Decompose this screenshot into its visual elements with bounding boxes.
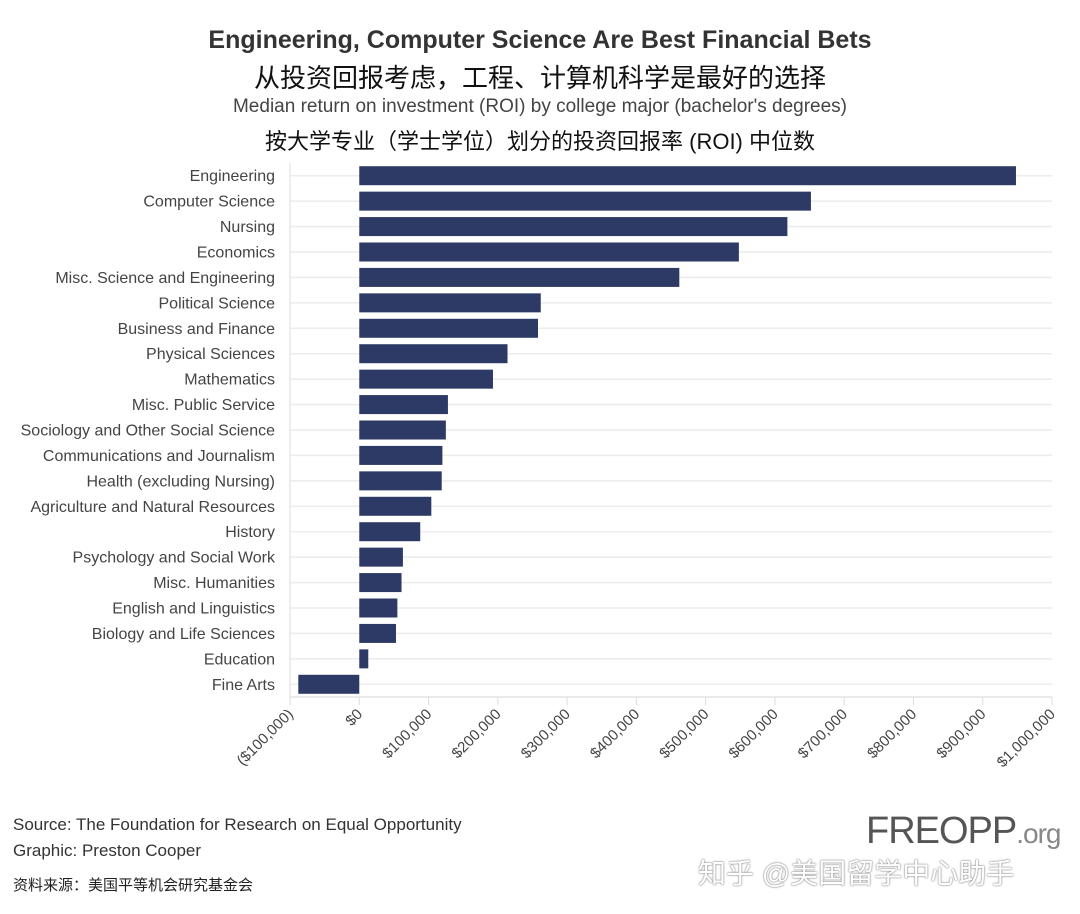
bar-biology-and-life-sciences — [359, 623, 396, 643]
x-tick-label: $800,000 — [864, 706, 920, 762]
category-label: Economics — [197, 245, 275, 262]
bar-chart: ($100,000) $0 $100,000 $200,000 $300,000 $400… — [21, 163, 1059, 771]
category-label: Sociology and Other Social Science — [21, 423, 275, 440]
bar-sociology-and-other-social-science — [359, 420, 446, 440]
bar-health-excluding-nursing- — [359, 471, 442, 491]
bar-mathematics — [359, 369, 493, 389]
chart-subtitle-cn: 按大学专业（学士学位）划分的投资回报率 (ROI) 中位数 — [265, 129, 815, 154]
x-tick-label: $200,000 — [448, 706, 504, 762]
logo-org: .org — [1016, 818, 1061, 849]
bar-misc-science-and-engineering — [359, 267, 680, 287]
category-label: Communications and Journalism — [43, 448, 275, 465]
category-label: Mathematics — [184, 372, 275, 389]
x-tick-label: $900,000 — [933, 706, 989, 762]
category-label: Misc. Public Service — [132, 397, 275, 414]
category-label: Agriculture and Natural Resources — [30, 499, 275, 516]
bar-english-and-linguistics — [359, 598, 398, 618]
source-note-cn: 资料来源：美国平等机会研究基金会 — [13, 877, 254, 894]
bar-communications-and-journalism — [359, 445, 443, 465]
category-label: Misc. Science and Engineering — [55, 270, 275, 287]
watermark: 知乎 @美国留学中心助手 — [698, 858, 1015, 889]
bar-fine-arts — [298, 674, 360, 694]
category-label: Engineering — [190, 168, 275, 185]
bar-nursing — [359, 217, 788, 237]
bar-computer-science — [359, 191, 811, 211]
graphic-credit: Graphic: Preston Cooper — [13, 841, 202, 860]
x-tick-label: $300,000 — [518, 706, 574, 762]
category-label: Nursing — [220, 219, 275, 236]
category-label: Physical Sciences — [146, 346, 275, 363]
category-label: Misc. Humanities — [153, 575, 275, 592]
chart-subtitle: Median return on investment (ROI) by col… — [232, 96, 847, 117]
bar-misc-humanities — [359, 573, 402, 593]
chart-title-cn: 从投资回报考虑，工程、计算机科学是最好的选择 — [253, 63, 826, 93]
bar-political-science — [359, 293, 541, 313]
category-label: Political Science — [159, 295, 276, 312]
category-label: History — [225, 524, 275, 541]
x-tick-label: $600,000 — [725, 706, 781, 762]
category-label: Computer Science — [143, 194, 275, 211]
category-label: Biology and Life Sciences — [92, 626, 275, 643]
bar-business-and-finance — [359, 318, 538, 338]
bar-agriculture-and-natural-resources — [359, 496, 432, 516]
x-tick-label: $1,000,000 — [994, 706, 1059, 771]
chart-title: Engineering, Computer Science Are Best F… — [208, 26, 872, 54]
category-label: Health (excluding Nursing) — [86, 473, 275, 490]
category-label: Psychology and Social Work — [73, 550, 276, 567]
bar-physical-sciences — [359, 344, 508, 364]
x-tick-label: ($100,000) — [233, 706, 296, 769]
freopp-logo: FREOPP.org — [866, 810, 1062, 853]
bar-psychology-and-social-work — [359, 547, 403, 567]
bar-education — [359, 649, 369, 669]
x-tick-label: $700,000 — [795, 706, 851, 762]
x-tick-label: $400,000 — [587, 706, 643, 762]
bar-history — [359, 522, 421, 542]
x-tick-label: $500,000 — [656, 706, 712, 762]
logo-main: FREOPP — [866, 810, 1017, 852]
x-tick-label: $100,000 — [379, 706, 435, 762]
x-tick-label: $0 — [342, 706, 366, 730]
bar-misc-public-service — [359, 395, 448, 415]
bar-engineering — [359, 166, 1016, 186]
category-label: Fine Arts — [212, 677, 275, 694]
bar-economics — [359, 242, 739, 262]
category-label: Business and Finance — [118, 321, 276, 338]
category-label: English and Linguistics — [112, 601, 275, 618]
category-label: Education — [204, 651, 275, 668]
source-note: Source: The Foundation for Research on E… — [13, 815, 462, 834]
